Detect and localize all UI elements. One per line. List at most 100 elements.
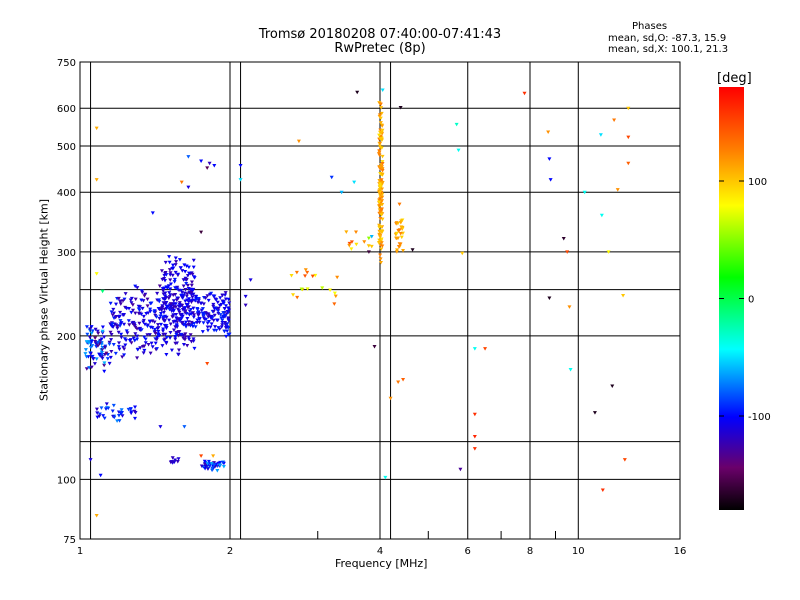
data-point: [212, 463, 217, 467]
data-point: [152, 327, 157, 332]
data-point: [84, 325, 89, 329]
data-point: [142, 344, 147, 349]
data-point: [161, 292, 166, 296]
data-point: [168, 271, 173, 275]
data-point: [163, 337, 168, 342]
data-point: [600, 488, 605, 493]
data-point: [102, 345, 107, 350]
data-point: [141, 314, 146, 319]
data-point: [110, 409, 115, 414]
data-point: [189, 293, 194, 297]
data-point: [380, 167, 385, 171]
x-tick-label: 6: [465, 546, 471, 557]
data-point: [88, 327, 93, 331]
grid-lines: [79, 62, 681, 539]
data-point: [116, 296, 121, 301]
data-point: [142, 322, 147, 327]
data-point: [183, 311, 188, 315]
data-point: [626, 106, 631, 111]
data-point: [190, 295, 195, 300]
data-point: [140, 290, 145, 295]
data-point: [126, 319, 131, 323]
data-point: [201, 321, 206, 325]
data-point: [114, 302, 119, 307]
data-point: [154, 347, 159, 351]
data-point: [173, 337, 178, 342]
data-point: [110, 322, 115, 326]
data-point: [163, 302, 168, 306]
data-point: [380, 128, 385, 133]
data-point: [171, 320, 176, 324]
data-point: [472, 447, 477, 451]
data-point: [201, 311, 206, 316]
data-point: [225, 322, 230, 326]
data-point: [101, 414, 106, 418]
data-point: [172, 277, 177, 282]
data-point: [223, 297, 228, 302]
data-point: [167, 307, 172, 312]
colorbar-unit-label: [deg]: [717, 71, 752, 86]
data-point: [167, 255, 172, 259]
data-point: [161, 317, 166, 321]
data-point: [105, 357, 110, 361]
data-point: [193, 298, 198, 303]
data-point: [186, 287, 191, 291]
data-point: [223, 323, 228, 327]
data-point: [164, 353, 169, 357]
data-point: [182, 425, 187, 429]
data-point: [174, 298, 179, 303]
data-point: [193, 296, 198, 301]
data-point: [196, 300, 201, 305]
data-point: [159, 322, 164, 327]
data-point: [212, 164, 217, 168]
data-point: [182, 308, 187, 312]
data-point: [472, 347, 477, 351]
data-point: [181, 284, 186, 289]
y-axis-label: Stationary phase Virtual Height [km]: [37, 198, 51, 402]
data-point: [126, 407, 131, 412]
data-point: [99, 337, 104, 342]
data-point: [205, 294, 210, 298]
data-point: [99, 354, 104, 359]
x-axis-label: Frequency [MHz]: [335, 557, 428, 570]
data-point: [185, 292, 190, 296]
data-point: [174, 313, 179, 317]
data-point: [131, 320, 136, 325]
data-point: [219, 316, 224, 321]
data-point: [155, 335, 160, 340]
data-point: [95, 344, 100, 348]
data-point: [191, 311, 196, 315]
data-point: [207, 292, 212, 297]
data-point: [248, 278, 253, 282]
data-point: [130, 303, 135, 307]
data-point: [152, 310, 157, 314]
data-point: [171, 293, 176, 297]
data-point: [142, 294, 147, 298]
data-point: [226, 306, 231, 311]
data-point: [156, 323, 161, 327]
data-point: [190, 289, 195, 293]
data-point: [397, 202, 402, 207]
y-tick-label: 500: [57, 142, 76, 153]
data-point: [119, 411, 124, 415]
data-point: [107, 361, 112, 366]
data-point: [104, 402, 109, 406]
data-point: [216, 309, 221, 313]
data-point: [156, 306, 161, 311]
data-point: [410, 248, 415, 252]
data-point: [568, 367, 573, 372]
data-point: [305, 270, 310, 275]
y-tick-label: 300: [57, 248, 76, 259]
data-point: [99, 350, 104, 355]
data-point: [202, 462, 207, 466]
data-point: [100, 347, 105, 352]
data-point: [310, 274, 315, 279]
data-point: [380, 169, 385, 173]
data-point: [160, 344, 165, 348]
data-point: [176, 307, 181, 312]
data-point: [112, 415, 117, 420]
data-point: [99, 353, 104, 357]
data-point: [243, 294, 248, 299]
data-point: [167, 260, 172, 265]
data-point: [94, 272, 99, 276]
